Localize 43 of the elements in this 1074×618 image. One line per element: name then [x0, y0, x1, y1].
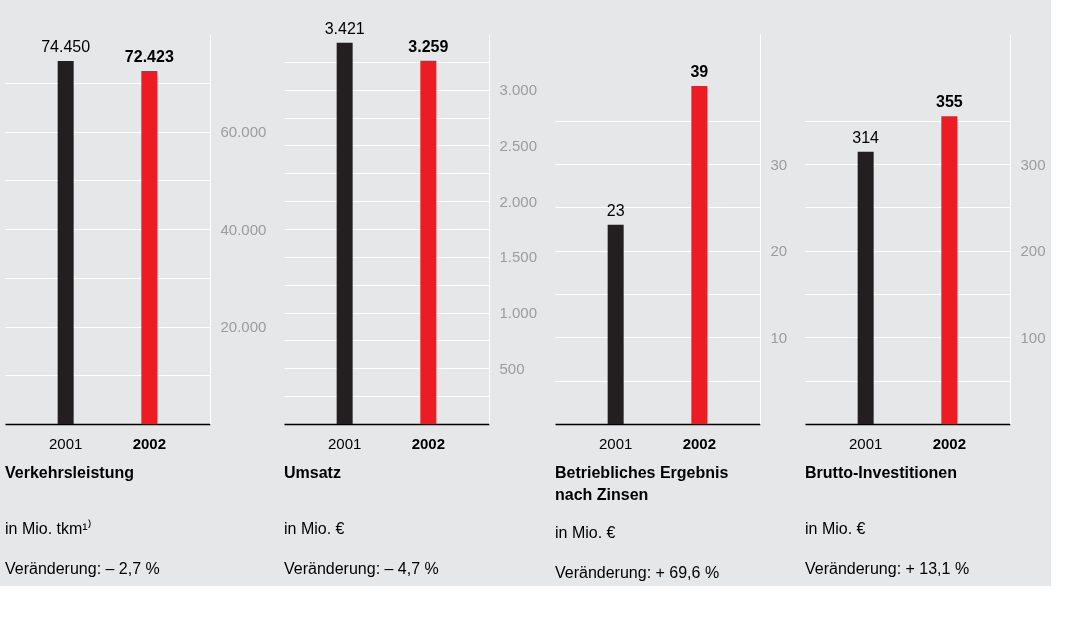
y-tick-label: 20 — [770, 242, 788, 260]
y-tick-label: 30 — [770, 155, 788, 173]
y-tick-label: 1.500 — [499, 248, 538, 266]
y-tick-label: 60.000 — [220, 123, 267, 140]
x-tick-label: 2002 — [411, 434, 446, 452]
data-label: 23 — [606, 201, 625, 219]
text: Veränderung: – 4,7 % — [284, 560, 439, 577]
text: Veränderung: + 13,1 % — [805, 560, 970, 577]
y-tick-label: 2.500 — [499, 136, 538, 154]
y-tick-label: 20.000 — [220, 318, 267, 335]
y-tick-label: 10 — [770, 328, 788, 346]
text: Veränderung: + 69,6 % — [555, 564, 720, 581]
x-tick-label: 2001 — [598, 434, 633, 452]
text: Betriebliches Ergebnis nach Zinsen — [555, 464, 729, 503]
y-tick-label: 1.000 — [499, 304, 538, 322]
text: in Mio. € — [805, 520, 866, 537]
x-tick-label: 2001 — [327, 434, 362, 452]
x-tick-label: 2002 — [682, 434, 717, 452]
x-tick-label: 2002 — [932, 434, 967, 452]
text: Verkehrsleistung — [5, 464, 134, 481]
text: in Mio. € — [555, 524, 616, 541]
data-label: 39 — [690, 63, 709, 80]
y-tick-label: 2.000 — [499, 192, 538, 210]
data-label: 72.423 — [124, 47, 174, 65]
y-tick-label: 100 — [1020, 328, 1046, 346]
data-label: 74.450 — [41, 38, 91, 56]
text: in Mio. € — [284, 520, 345, 537]
x-tick-label: 2001 — [48, 434, 83, 452]
text: Umsatz — [284, 464, 341, 481]
text: in Mio. tkm¹⁾ — [5, 519, 92, 537]
y-tick-label: 40.000 — [220, 220, 267, 238]
text: Veränderung: – 2,7 % — [5, 560, 160, 577]
y-tick-label: 300 — [1020, 155, 1046, 173]
y-tick-label: 3.000 — [499, 81, 538, 99]
x-tick-label: 2001 — [848, 434, 883, 452]
data-label: 3.421 — [324, 19, 365, 37]
x-tick-label: 2002 — [132, 434, 167, 452]
data-label: 3.259 — [408, 37, 449, 55]
y-tick-label: 200 — [1020, 242, 1046, 260]
data-label: 314 — [852, 128, 880, 146]
text: Brutto-Investitionen — [805, 464, 957, 481]
y-tick-label: 500 — [499, 359, 525, 377]
data-label: 355 — [935, 93, 963, 111]
